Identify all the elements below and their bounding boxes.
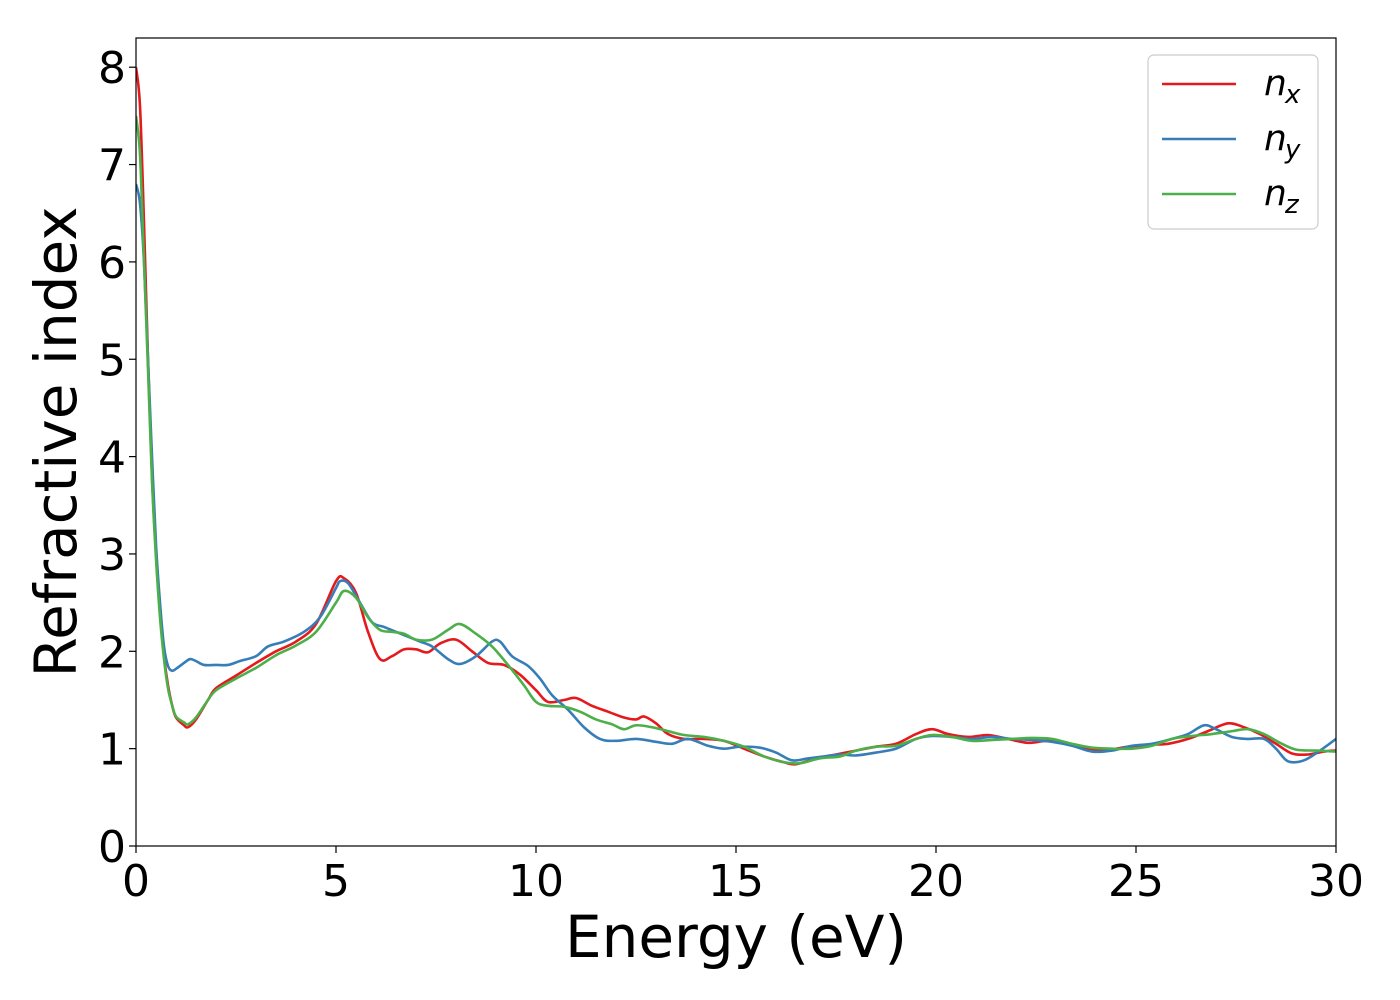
legend-subscript: x [1284, 80, 1301, 110]
y-tick-label: 2 [98, 627, 126, 678]
y-tick-label: 8 [98, 43, 126, 94]
x-tick-label: 30 [1308, 856, 1364, 907]
x-tick-label: 0 [122, 856, 150, 907]
series-line-ny [136, 183, 1336, 764]
x-tick-label: 20 [908, 856, 964, 907]
legend-label: n [1264, 173, 1287, 214]
y-tick-label: 3 [98, 530, 126, 581]
y-tick-label: 7 [98, 141, 126, 192]
y-tick-label: 0 [98, 822, 126, 873]
legend-subscript: y [1284, 135, 1301, 165]
legend-item-nz: nz [1162, 173, 1300, 220]
y-tick-label: 1 [98, 725, 126, 776]
legend-label: n [1264, 118, 1287, 159]
x-tick-label: 25 [1108, 856, 1164, 907]
series-line-nx [136, 67, 1336, 766]
y-tick-label: 5 [98, 335, 126, 386]
x-tick-label: 15 [708, 856, 764, 907]
series-line-nz [136, 115, 1336, 765]
y-axis-label: Refractive index [22, 206, 90, 677]
legend-subscript: z [1284, 190, 1300, 220]
x-tick-label: 5 [322, 856, 350, 907]
y-axis: 0 1 2 3 4 5 6 7 8 [98, 43, 136, 873]
x-axis-label: Energy (eV) [565, 903, 907, 971]
legend-item-nx: nx [1162, 63, 1301, 110]
series-layer [136, 67, 1336, 766]
y-tick-label: 4 [98, 433, 126, 484]
legend-label: n [1264, 63, 1287, 104]
y-tick-label: 6 [98, 238, 126, 289]
legend-item-ny: ny [1162, 118, 1301, 165]
legend-box [1147, 54, 1319, 230]
x-tick-label: 10 [508, 856, 564, 907]
x-axis: 0 5 10 15 20 25 30 [122, 846, 1364, 907]
